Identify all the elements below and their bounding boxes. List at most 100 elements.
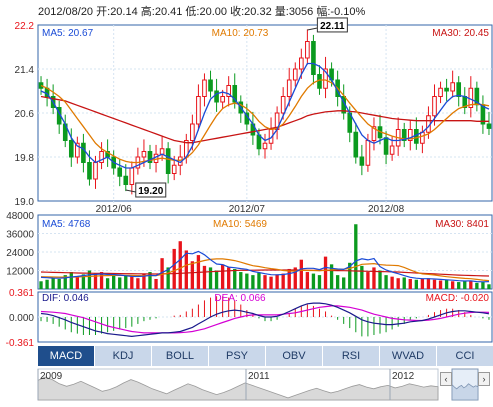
volume-bar xyxy=(384,275,388,289)
volume-bar xyxy=(233,268,237,289)
volume-bar xyxy=(112,275,116,289)
volume-bar xyxy=(154,278,158,289)
candle-body xyxy=(68,140,74,158)
candle-body xyxy=(292,68,298,81)
dea-line xyxy=(40,305,490,334)
price-ma30-legend: MA30: 20.45 xyxy=(432,28,489,39)
volume-bar xyxy=(124,275,128,289)
volume-bar xyxy=(69,272,73,289)
candle-body xyxy=(486,123,492,129)
volume-tick-label: 48000 xyxy=(6,211,34,222)
price-ma10-legend: MA10: 20.73 xyxy=(212,28,269,39)
volume-bar xyxy=(57,278,61,289)
dif-line xyxy=(40,302,490,338)
macd-dif-legend: DIF: 0.046 xyxy=(42,293,89,304)
volume-bar xyxy=(305,272,310,289)
date-axis-label: 2012/06 xyxy=(96,204,133,215)
volume-bar xyxy=(390,276,394,289)
volume-bar xyxy=(51,278,55,289)
navigator-range-area xyxy=(451,383,479,401)
tab-boll[interactable]: BOLL xyxy=(152,346,209,366)
tab-psy[interactable]: PSY xyxy=(209,346,266,366)
header-label: 低: xyxy=(182,5,199,18)
volume-ma5-legend: MA5: 4768 xyxy=(42,219,91,230)
volume-bar xyxy=(438,280,443,289)
volume-bar xyxy=(118,277,122,289)
header-label: 量: xyxy=(272,5,289,18)
macd-tick-label: 0.000 xyxy=(9,313,34,324)
tab-macd[interactable]: MACD xyxy=(38,346,95,366)
macd-dea-legend: DEA: 0.066 xyxy=(214,293,266,304)
volume-bar xyxy=(354,224,358,289)
candle-body xyxy=(147,151,153,163)
tab-kdj[interactable]: KDJ xyxy=(95,346,152,366)
volume-bar xyxy=(105,278,110,289)
volume-tick-label: 12000 xyxy=(6,267,34,278)
volume-bar xyxy=(348,262,352,289)
header-value: -0.10% xyxy=(330,6,365,18)
volume-ma10-line xyxy=(40,258,490,282)
volume-bar xyxy=(39,281,43,289)
volume-bar xyxy=(469,280,473,289)
volume-bar xyxy=(142,274,146,289)
tab-rsi[interactable]: RSI xyxy=(323,346,380,366)
volume-bar xyxy=(75,276,80,289)
navigator-year-label: 2012 xyxy=(392,371,415,382)
candle-body xyxy=(208,79,213,92)
candle-body xyxy=(371,126,377,141)
low-annotation-box xyxy=(135,182,167,198)
volume-ma30-legend: MA30: 8401 xyxy=(435,219,489,230)
volume-bar xyxy=(269,276,273,289)
scroll-left-button[interactable]: ‹ xyxy=(440,372,452,386)
header-value: 20.00 xyxy=(200,6,228,18)
candle-body xyxy=(280,96,286,114)
candle-body xyxy=(420,131,425,144)
volume-bar xyxy=(45,279,49,289)
volume-bar xyxy=(317,275,322,289)
price-tick-label: 20.6 xyxy=(15,109,35,120)
volume-bar xyxy=(481,282,485,289)
volume-bar xyxy=(450,281,455,289)
indicator-tab-bar: MACD KDJ BOLL PSY OBV RSI WVAD CCI xyxy=(38,346,493,366)
volume-bar xyxy=(402,277,406,289)
volume-bar xyxy=(178,241,182,289)
high-annotation-label: 22.11 xyxy=(320,21,345,32)
candle-body xyxy=(359,156,365,166)
volume-bar xyxy=(190,261,195,289)
header-value: 3056 xyxy=(289,6,313,18)
candle-body xyxy=(75,142,80,158)
navigator-year-label: 2011 xyxy=(248,371,270,382)
scroll-right-button[interactable]: › xyxy=(478,372,490,386)
volume-bar xyxy=(87,270,92,289)
candle-body xyxy=(456,82,462,97)
volume-tick-label: 36000 xyxy=(6,230,34,241)
header-value: 20.14 xyxy=(110,6,138,18)
volume-bar xyxy=(275,274,279,289)
volume-bar xyxy=(444,279,449,289)
volume-ma30-line xyxy=(40,269,490,277)
volume-bar xyxy=(287,268,291,289)
candle-body xyxy=(220,96,225,103)
candle-body xyxy=(129,167,135,185)
candle-body xyxy=(305,41,310,59)
date-axis-label: 2012/08 xyxy=(368,204,405,215)
header-label: 开: xyxy=(93,6,110,18)
candle-body xyxy=(171,164,177,174)
candle-body xyxy=(81,142,86,163)
tab-cci[interactable]: CCI xyxy=(437,346,493,366)
tab-obv[interactable]: OBV xyxy=(266,346,323,366)
volume-bar xyxy=(414,279,418,289)
tab-wvad[interactable]: WVAD xyxy=(380,346,437,366)
volume-bar xyxy=(378,270,382,289)
candle-body xyxy=(407,129,413,141)
volume-bar xyxy=(396,278,400,289)
volume-bar xyxy=(202,265,207,289)
candle-body xyxy=(317,74,322,89)
volume-bar xyxy=(81,274,86,289)
volume-bar xyxy=(214,270,219,289)
candle-body xyxy=(389,145,395,155)
volume-bar xyxy=(63,275,67,289)
header-label: 高: xyxy=(138,4,155,18)
navigator-year-label: 2009 xyxy=(40,371,63,382)
volume-bar xyxy=(293,267,297,289)
